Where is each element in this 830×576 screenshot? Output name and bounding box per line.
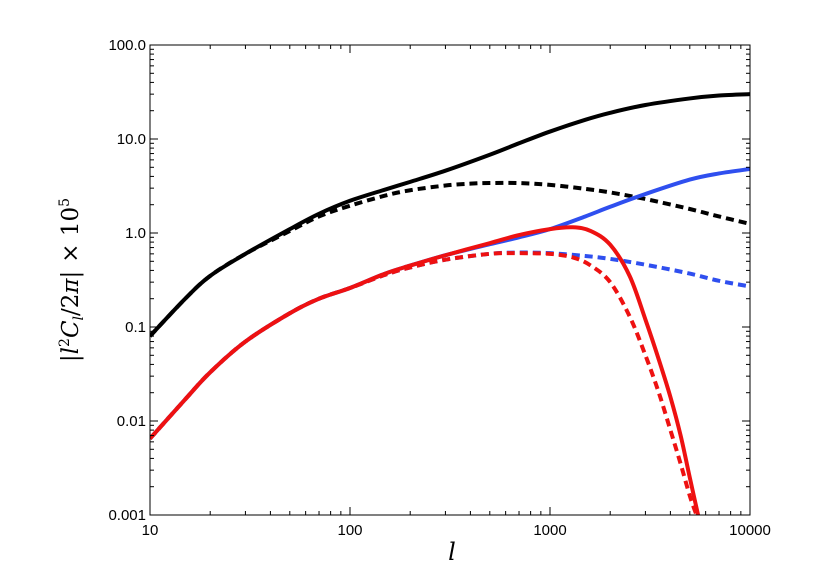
y-label-frac: /2 — [58, 294, 84, 316]
series-line-1 — [150, 92, 750, 338]
y-label-c-subscript: l — [71, 316, 87, 320]
y-label-open-bar: | — [58, 354, 84, 362]
y-tick-label: 10.0 — [117, 131, 146, 148]
y-tick-label: 100.0 — [108, 37, 146, 54]
svg-text:|l2Cl/2π|× 105: |l2Cl/2π|× 105 — [57, 198, 87, 362]
y-label-times: × 10 — [58, 207, 84, 263]
y-label-l: l — [58, 347, 84, 354]
y-tick-label: 0.01 — [117, 413, 146, 430]
x-tick-label: 1000 — [533, 522, 566, 539]
x-tick-label: 10 — [142, 522, 159, 539]
y-label-exponent: 5 — [57, 198, 73, 207]
y-label-pi: π — [58, 278, 84, 295]
y-label-c: C — [58, 320, 84, 338]
tick-layer: 10 100 1000 10000 0.001 0.01 0.1 1.0 10.0 100.0 — [108, 37, 770, 539]
x-tick-label: 100 — [337, 522, 362, 539]
y-tick-label: 0.001 — [108, 507, 146, 524]
y-label-l-exponent: 2 — [57, 338, 73, 347]
series-line-6 — [150, 251, 699, 515]
plot-frame — [149, 44, 751, 516]
y-tick-label: 1.0 — [125, 225, 146, 242]
x-tick-label: 10000 — [729, 522, 771, 539]
series-line-2 — [150, 180, 750, 338]
y-tick-label: 0.1 — [125, 319, 146, 336]
series-layer — [150, 92, 750, 515]
plot-area — [150, 45, 750, 515]
y-label-close-bar: | — [58, 271, 84, 279]
x-axis-label: l — [448, 538, 456, 566]
y-axis-label: |l2Cl/2π|× 105 — [57, 198, 87, 362]
